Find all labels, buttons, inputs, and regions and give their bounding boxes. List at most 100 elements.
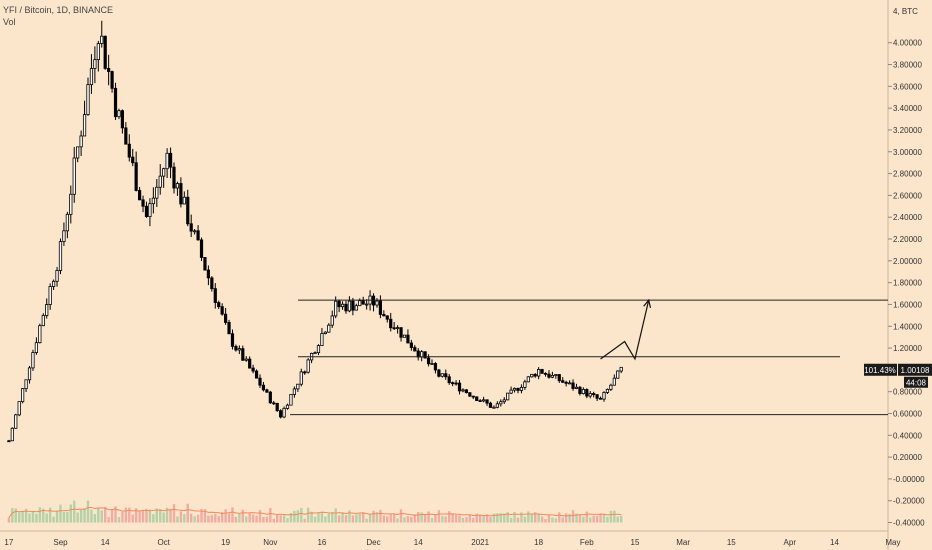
candle-body [27,367,32,381]
volume-bar [155,508,158,523]
candle-body [186,196,190,225]
volume-bar [18,512,21,523]
volume-bar [558,512,561,523]
candle-body [564,381,568,384]
candle-body [464,389,469,394]
candle-body [275,402,279,412]
candle-body [488,402,493,408]
volume-bar [186,503,189,523]
candle-body [120,110,124,129]
candle-body [416,350,420,358]
candle-body [237,348,241,351]
x-tick-label: 14 [830,538,839,547]
percent-badge-label: 101.43% [864,366,896,375]
volume-bar [472,517,475,523]
volume-bar [220,511,224,523]
candle-body [509,389,513,394]
volume-bar [62,512,66,523]
candle-body [17,401,21,416]
candle-body [612,377,616,386]
candle-body [234,345,238,351]
volume-bar [107,517,110,523]
volume-bar [128,507,131,523]
volume-bar [527,511,530,523]
countdown-badge-label: 44:08 [906,378,927,387]
volume-bar [509,517,513,523]
volume-bar [420,512,423,523]
volume-bar [69,504,72,523]
volume-bar [616,516,619,523]
volume-bar [537,514,540,523]
candle-body [258,377,262,386]
volume-bar [11,508,14,523]
volume-bar [272,518,275,523]
volume-bar [368,514,372,523]
candle-body [585,389,589,397]
candle-body [110,71,114,89]
volume-bar [513,511,516,523]
candle-body [320,333,324,347]
volume-bar [217,516,220,523]
y-tick-label: 3.20000 [893,126,922,135]
volume-bar [31,511,35,523]
volume-bar [599,513,602,523]
candle-body [506,392,510,401]
y-tick-label: 2.60000 [893,191,922,200]
price-badge-label: 1.00108 [901,366,930,375]
x-tick-label: 18 [534,538,543,547]
candle-body [199,239,204,258]
candle-body [55,270,59,282]
volume-bar [14,508,17,523]
candle-body [31,352,35,369]
volume-bar [52,516,55,523]
candle-body [148,203,152,218]
volume-bar [578,514,582,523]
candle-body [468,392,472,397]
volume-bar [193,516,196,523]
y-tick-label: 3.40000 [893,104,922,113]
volume-bar [227,513,231,523]
candle-body [38,325,42,344]
candle-body [193,230,197,233]
candle-body [457,382,462,392]
candle-body [254,370,259,379]
candle-body [426,357,431,365]
candle-body [189,223,193,232]
volume-bar [496,513,499,523]
candle-body [451,382,455,385]
candle-body [100,35,104,44]
candle-body [251,367,255,372]
candle-body [413,347,417,352]
candle-body [48,286,52,305]
volume-bar [358,513,361,523]
volume-bar [485,514,489,523]
candle-body [430,363,434,365]
volume-bar [392,513,396,523]
candle-body [220,306,224,315]
candle-body [530,373,534,378]
volume-bar [382,515,386,523]
volume-bar [568,513,571,523]
volume-bar [100,510,103,523]
volume-bar [152,514,155,523]
candle-body [385,315,389,320]
candle-body [478,400,482,403]
volume-bar [417,511,420,523]
volume-bar [83,508,86,523]
volume-bar [48,507,52,523]
candle-body [82,114,87,137]
volume-bar [303,518,306,523]
candle-body [96,43,100,61]
volume-bar [148,509,152,523]
volume-bar [313,516,317,523]
chart-header: YFI / Bitcoin, 1D, BINANCE Vol [3,4,113,28]
candle-body [213,288,217,303]
volume-bar [589,517,592,523]
candle-body [206,269,210,279]
volume-bar [475,513,478,523]
volume-bar [42,508,45,523]
candle-body [172,166,176,189]
projection-arrow-head [643,298,652,309]
